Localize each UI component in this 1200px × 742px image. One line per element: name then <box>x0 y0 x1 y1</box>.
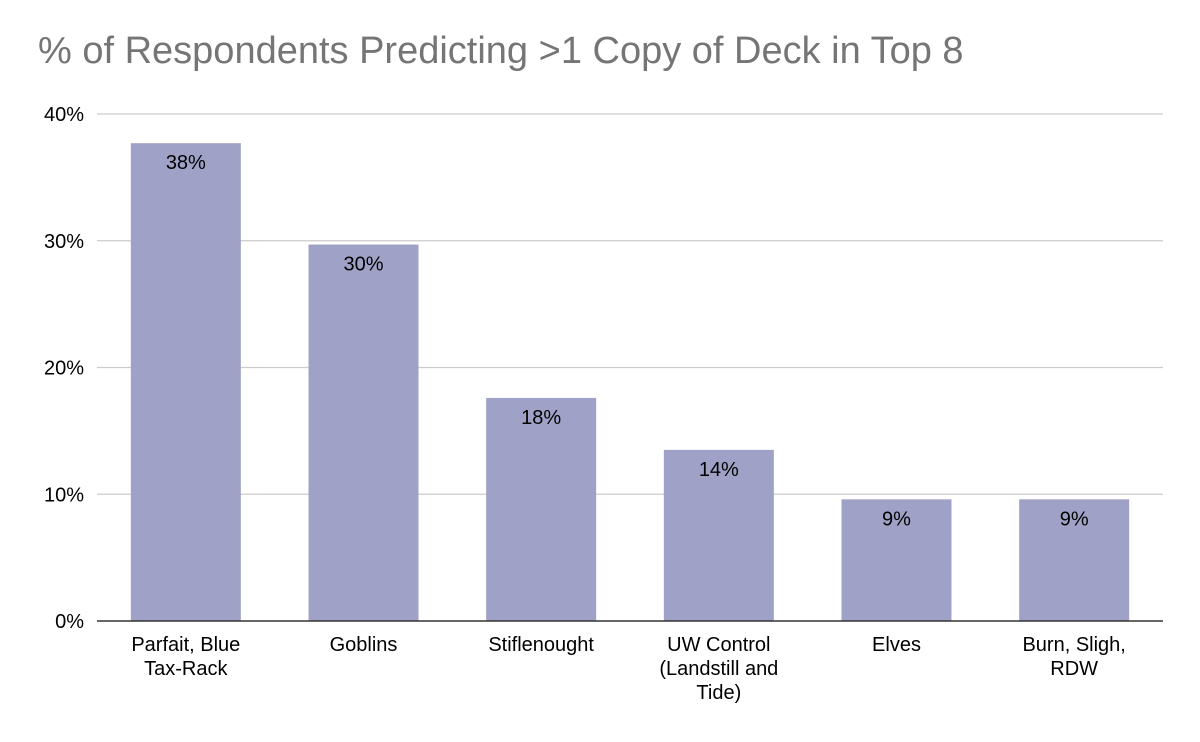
bar <box>1019 499 1130 621</box>
x-tick-label: Stiflenought <box>488 634 594 656</box>
y-tick-label: 0% <box>55 611 84 633</box>
bar-value-label: 9% <box>1060 508 1089 530</box>
x-tick-label-line: Parfait, Blue <box>131 634 240 656</box>
x-tick-label-line: Goblins <box>330 634 398 656</box>
x-tick-label-line: Burn, Sligh, <box>1022 634 1125 656</box>
bar <box>130 143 241 621</box>
y-tick-label: 20% <box>44 358 84 380</box>
x-tick-label-line: Elves <box>872 634 921 656</box>
x-tick-label: UW Control (Landstill and Tide) <box>659 634 778 704</box>
bar-value-label: 30% <box>343 254 383 276</box>
bar <box>663 449 774 621</box>
bar-value-label: 38% <box>166 152 206 174</box>
x-tick-label-line: Stiflenought <box>488 634 594 656</box>
bar <box>308 244 419 622</box>
x-tick-label: Goblins <box>330 634 398 656</box>
x-tick-label-line: (Landstill and <box>659 658 778 680</box>
y-axis-ticks: 0% 10% 20% 30% 40% <box>44 104 84 633</box>
x-axis-ticks: Parfait, Blue Tax-Rack Goblins Stiflenought… <box>131 634 1126 704</box>
x-tick-label-line: RDW <box>1050 658 1098 680</box>
x-tick-label-line: Tax-Rack <box>144 658 228 680</box>
x-tick-label-line: UW Control <box>667 634 770 656</box>
bar <box>841 499 952 621</box>
bar-value-label: 14% <box>699 459 739 481</box>
y-tick-label: 30% <box>44 231 84 253</box>
chart-title: % of Respondents Predicting >1 Copy of D… <box>38 30 964 72</box>
bars <box>130 143 1130 622</box>
gridlines <box>97 113 1163 495</box>
bar-value-label: 9% <box>882 508 911 530</box>
x-tick-label-line: Tide) <box>696 682 741 704</box>
y-tick-label: 40% <box>44 104 84 126</box>
bar-value-labels: 38% 30% 18% 14% 9% 9% <box>166 152 1089 530</box>
x-tick-label: Elves <box>872 634 921 656</box>
x-tick-label: Burn, Sligh, RDW <box>1022 634 1125 680</box>
bar-value-label: 18% <box>521 407 561 429</box>
x-tick-label: Parfait, Blue Tax-Rack <box>131 634 240 680</box>
bar <box>486 397 597 621</box>
y-tick-label: 10% <box>44 484 84 506</box>
